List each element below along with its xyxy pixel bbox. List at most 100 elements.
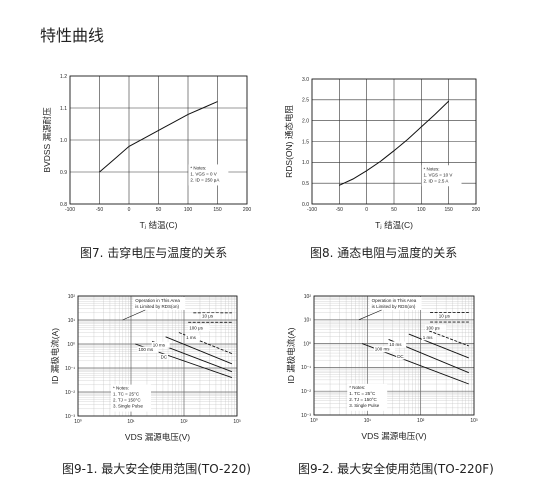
note-line: 2. TJ = 150°C [349, 397, 377, 402]
note-line: 2. TJ = 150°C [113, 398, 141, 403]
y-tick-label: 10⁻¹ [65, 366, 75, 372]
y-tick-label: 0.9 [60, 170, 67, 176]
annotation-10-ms: 10 ms [389, 342, 402, 347]
y-tick-label: 10¹ [68, 318, 76, 324]
annotation-label-bg [437, 312, 456, 319]
annotation-label-bg [373, 346, 395, 353]
y-tick-label: 10² [304, 294, 312, 300]
x-axis-label: VDS 漏源电压(V) [125, 432, 190, 442]
y-tick-label: 0.8 [60, 202, 67, 208]
y-tick-label: 10¹ [304, 318, 312, 324]
note-line: 3. Single Pulse [349, 403, 380, 408]
x-tick-label: 10³ [470, 418, 478, 424]
y-tick-label: 1.5 [302, 139, 309, 145]
y-tick-label: 10⁻¹ [301, 365, 311, 371]
y-tick-label: 1.1 [60, 106, 67, 112]
series-line-4 [165, 336, 233, 365]
series-line-1 [339, 100, 450, 186]
note-line: 1. VGS = 0 V [190, 171, 216, 176]
annotation-label-bg [388, 341, 407, 348]
y-tick-label: 2.5 [302, 98, 309, 104]
series-line-1 [99, 101, 218, 173]
notes-bg [110, 384, 151, 412]
note-line: 1. TC = 25°C [113, 392, 140, 397]
x-tick-label: 100 [417, 207, 426, 213]
x-tick-label: 50 [156, 207, 162, 213]
note-line: 1. TC = 25°C [349, 391, 376, 396]
caption-fig8: 图8. 通态电阻与温度的关系 [310, 246, 458, 260]
plot-frame [311, 78, 477, 205]
note-line: * Notes: [113, 386, 129, 391]
x-tick-label: 10¹ [127, 419, 135, 425]
caption-fig9-1: 图9-1. 最大安全使用范围(TO-220) [62, 462, 251, 476]
annotation-limit-line1: Operation in This Area [372, 298, 417, 303]
annotation-label-bg [425, 324, 447, 331]
y-axis-label: ID 漏极电流(A) [50, 328, 60, 384]
annotation-bg [369, 297, 422, 310]
plot-frame [313, 295, 475, 416]
note-line: 1. VGS = 10 V [424, 172, 453, 177]
x-tick-label: 100 [184, 207, 193, 213]
plot-frame [69, 75, 248, 205]
y-tick-label: 1.0 [302, 160, 309, 166]
y-tick-label: 1.0 [60, 138, 67, 144]
y-tick-label: 10² [68, 294, 76, 300]
series-line-3 [424, 328, 469, 347]
y-axis-label: RDS(ON) 通态电阻 [284, 105, 294, 178]
chart-4 [313, 295, 475, 416]
annotation-label-bg [421, 334, 437, 341]
chart-3 [77, 295, 238, 417]
annotation-arrow [122, 309, 146, 321]
annotation-10-μs: 10 μs [202, 314, 214, 319]
y-tick-label: 0.5 [302, 181, 309, 187]
x-tick-label: 0 [128, 207, 131, 213]
annotation-100-ms: 100 ms [138, 347, 154, 352]
x-tick-label: -100 [307, 207, 317, 213]
y-tick-label: 10⁻³ [301, 413, 311, 419]
x-axis-label: VDS 漏源电压(V) [361, 431, 426, 441]
annotation-label-bg [396, 353, 405, 360]
series-line-4 [408, 333, 469, 359]
x-tick-label: 10¹ [364, 418, 372, 424]
annotation-limit-line2: is Limited by RDS(on) [135, 304, 179, 309]
x-tick-label: 10⁰ [74, 419, 82, 425]
x-axis-label: Tⱼ 结温(C) [375, 220, 413, 230]
annotation-DC: DC [161, 354, 168, 359]
note-line: 2. ID = 2.5 A [424, 178, 449, 183]
y-axis-label: ID 漏极电流(A) [286, 327, 296, 383]
x-tick-label: 200 [243, 207, 252, 213]
caption-fig7: 图7. 击穿电压与温度的关系 [80, 246, 228, 260]
annotation-label-bg [185, 334, 200, 341]
annotation-1-ms: 1 ms [186, 335, 197, 340]
caption-fig9-2: 图9-2. 最大安全使用范围(TO-220F) [298, 462, 494, 476]
annotation-arrow [358, 309, 382, 321]
annotation-1-ms: 1 ms [423, 335, 434, 340]
annotation-100-ms: 100 ms [375, 347, 391, 352]
annotation-100-μs: 100 μs [426, 325, 440, 330]
x-tick-label: -50 [96, 207, 103, 213]
notes-bg [347, 383, 388, 411]
x-tick-label: 0 [365, 207, 368, 213]
x-tick-label: 10² [180, 419, 188, 425]
y-axis-label: BVDSS 漏源耐压 [42, 107, 52, 173]
note-line: 3. Single Pulse [113, 404, 144, 409]
notes-bg [421, 165, 462, 187]
note-line: 2. ID = 250 μA [190, 177, 219, 182]
annotation-10-μs: 10 μs [439, 313, 451, 318]
annotation-100-μs: 100 μs [189, 326, 203, 331]
x-tick-label: 10⁰ [310, 418, 318, 424]
annotation-label-bg [151, 341, 170, 348]
annotation-DC: DC [397, 354, 404, 359]
chart-1 [69, 75, 248, 205]
y-tick-label: 10⁻² [65, 390, 75, 396]
y-tick-label: 10⁰ [303, 341, 311, 347]
x-tick-label: 200 [472, 207, 481, 213]
page-title: 特性曲线 [40, 26, 105, 45]
x-tick-label: 10³ [233, 419, 241, 425]
x-axis-label: Tⱼ 结温(C) [140, 220, 178, 230]
y-tick-label: 10⁻² [301, 389, 311, 395]
x-tick-label: 10² [417, 418, 425, 424]
y-tick-label: 0.0 [302, 202, 309, 208]
plot-frame [77, 295, 238, 417]
